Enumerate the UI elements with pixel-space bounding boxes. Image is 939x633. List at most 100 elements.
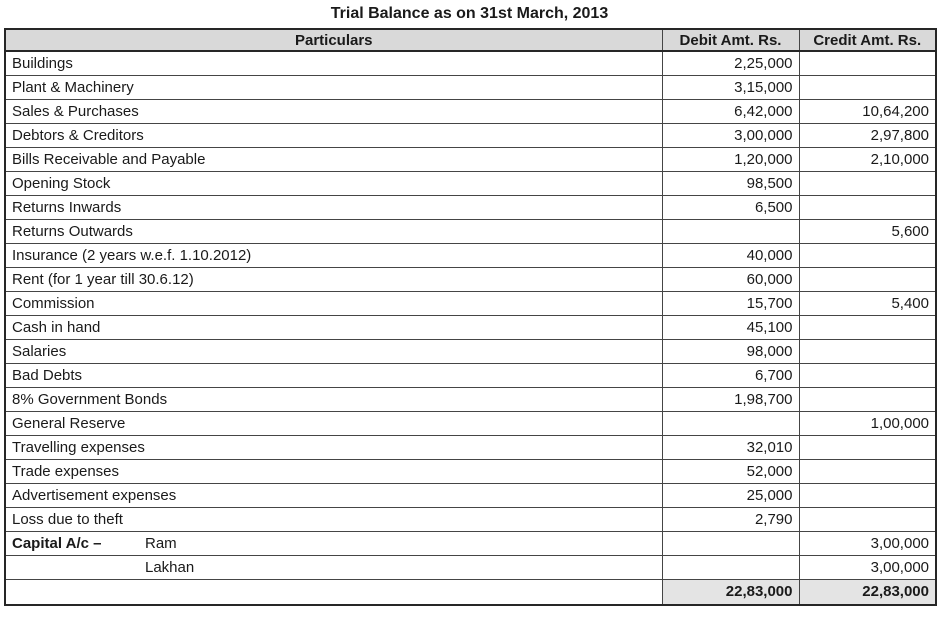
header-debit: Debit Amt. Rs. xyxy=(661,28,800,52)
credit-cell xyxy=(798,434,937,460)
table-row: Buildings 2,25,000 xyxy=(4,50,937,76)
credit-cell: 2,10,000 xyxy=(798,146,937,172)
credit-cell xyxy=(798,362,937,388)
particulars-cell: Salaries xyxy=(4,338,663,364)
particulars-cell: Travelling expenses xyxy=(4,434,663,460)
table-row: Rent (for 1 year till 30.6.12) 60,000 xyxy=(4,266,937,292)
table-row: Returns Inwards 6,500 xyxy=(4,194,937,220)
table-row: Sales & Purchases 6,42,000 10,64,200 xyxy=(4,98,937,124)
particulars-cell: Trade expenses xyxy=(4,458,663,484)
credit-cell xyxy=(798,482,937,508)
particulars-cell: Returns Inwards xyxy=(4,194,663,220)
credit-cell: 1,00,000 xyxy=(798,410,937,436)
credit-cell xyxy=(798,50,937,76)
table-row: Opening Stock 98,500 xyxy=(4,170,937,196)
table-row: Advertisement expenses 25,000 xyxy=(4,482,937,508)
credit-cell xyxy=(798,506,937,532)
debit-cell: 40,000 xyxy=(661,242,800,268)
debit-cell: 32,010 xyxy=(661,434,800,460)
table-row: Salaries 98,000 xyxy=(4,338,937,364)
credit-cell xyxy=(798,338,937,364)
header-particulars: Particulars xyxy=(4,28,663,52)
particulars-cell: Buildings xyxy=(4,50,663,76)
total-credit-cell: 22,83,000 xyxy=(798,578,937,606)
particulars-cell: Plant & Machinery xyxy=(4,74,663,100)
partner-name-lakhan: Lakhan xyxy=(145,558,195,576)
page-title: Trial Balance as on 31st March, 2013 xyxy=(330,5,609,22)
particulars-cell: Debtors & Creditors xyxy=(4,122,663,148)
table-row: Cash in hand 45,100 xyxy=(4,314,937,340)
particulars-cell: Lakhan xyxy=(4,554,663,580)
debit-cell: 15,700 xyxy=(661,290,800,316)
debit-cell: 2,25,000 xyxy=(661,50,800,76)
table-row: General Reserve 1,00,000 xyxy=(4,410,937,436)
credit-cell: 10,64,200 xyxy=(798,98,937,124)
particulars-cell: Rent (for 1 year till 30.6.12) xyxy=(4,266,663,292)
table-row: Trade expenses 52,000 xyxy=(4,458,937,484)
debit-cell xyxy=(661,218,800,244)
total-particulars-cell xyxy=(4,578,663,606)
particulars-cell: Cash in hand xyxy=(4,314,663,340)
particulars-cell: Loss due to theft xyxy=(4,506,663,532)
credit-cell xyxy=(798,314,937,340)
particulars-cell: Sales & Purchases xyxy=(4,98,663,124)
partner-name-ram: Ram xyxy=(145,534,177,552)
credit-cell xyxy=(798,242,937,268)
particulars-cell: Bills Receivable and Payable xyxy=(4,146,663,172)
debit-cell: 25,000 xyxy=(661,482,800,508)
table-row: Commission 15,700 5,400 xyxy=(4,290,937,316)
table-row: Debtors & Creditors 3,00,000 2,97,800 xyxy=(4,122,937,148)
debit-cell: 98,000 xyxy=(661,338,800,364)
debit-cell: 6,500 xyxy=(661,194,800,220)
table-row: Plant & Machinery 3,15,000 xyxy=(4,74,937,100)
debit-cell: 2,790 xyxy=(661,506,800,532)
debit-cell: 1,98,700 xyxy=(661,386,800,412)
credit-cell: 2,97,800 xyxy=(798,122,937,148)
credit-cell xyxy=(798,74,937,100)
particulars-cell: Commission xyxy=(4,290,663,316)
table-row: Loss due to theft 2,790 xyxy=(4,506,937,532)
debit-cell xyxy=(661,554,800,580)
credit-cell xyxy=(798,194,937,220)
header-credit: Credit Amt. Rs. xyxy=(798,28,937,52)
credit-cell: 3,00,000 xyxy=(798,554,937,580)
particulars-cell: Capital A/c – Ram xyxy=(4,530,663,556)
debit-cell: 3,15,000 xyxy=(661,74,800,100)
particulars-cell: 8% Government Bonds xyxy=(4,386,663,412)
table-row: Bad Debts 6,700 xyxy=(4,362,937,388)
credit-cell xyxy=(798,458,937,484)
credit-cell: 5,600 xyxy=(798,218,937,244)
debit-cell: 60,000 xyxy=(661,266,800,292)
particulars-cell: Returns Outwards xyxy=(4,218,663,244)
credit-cell xyxy=(798,266,937,292)
total-row: 22,83,000 22,83,000 xyxy=(4,578,937,606)
table-row: Travelling expenses 32,010 xyxy=(4,434,937,460)
credit-cell: 3,00,000 xyxy=(798,530,937,556)
trial-balance-table: Particulars Debit Amt. Rs. Credit Amt. R… xyxy=(4,28,937,606)
header-row: Particulars Debit Amt. Rs. Credit Amt. R… xyxy=(4,28,937,52)
table-row: Returns Outwards 5,600 xyxy=(4,218,937,244)
debit-cell: 6,700 xyxy=(661,362,800,388)
particulars-cell: Insurance (2 years w.e.f. 1.10.2012) xyxy=(4,242,663,268)
debit-cell: 52,000 xyxy=(661,458,800,484)
debit-cell: 45,100 xyxy=(661,314,800,340)
credit-cell xyxy=(798,386,937,412)
total-debit-cell: 22,83,000 xyxy=(661,578,800,606)
credit-cell: 5,400 xyxy=(798,290,937,316)
debit-cell xyxy=(661,410,800,436)
table-row: Bills Receivable and Payable 1,20,000 2,… xyxy=(4,146,937,172)
debit-cell: 3,00,000 xyxy=(661,122,800,148)
particulars-cell: Advertisement expenses xyxy=(4,482,663,508)
table-row-capital-lakhan: Lakhan 3,00,000 xyxy=(4,554,937,580)
debit-cell: 1,20,000 xyxy=(661,146,800,172)
debit-cell: 98,500 xyxy=(661,170,800,196)
credit-cell xyxy=(798,170,937,196)
debit-cell: 6,42,000 xyxy=(661,98,800,124)
table-row: Insurance (2 years w.e.f. 1.10.2012) 40,… xyxy=(4,242,937,268)
table-row-capital-ram: Capital A/c – Ram 3,00,000 xyxy=(4,530,937,556)
table-row: 8% Government Bonds 1,98,700 xyxy=(4,386,937,412)
capital-account-label: Capital A/c – xyxy=(12,534,102,552)
particulars-cell: Bad Debts xyxy=(4,362,663,388)
particulars-cell: Opening Stock xyxy=(4,170,663,196)
particulars-cell: General Reserve xyxy=(4,410,663,436)
